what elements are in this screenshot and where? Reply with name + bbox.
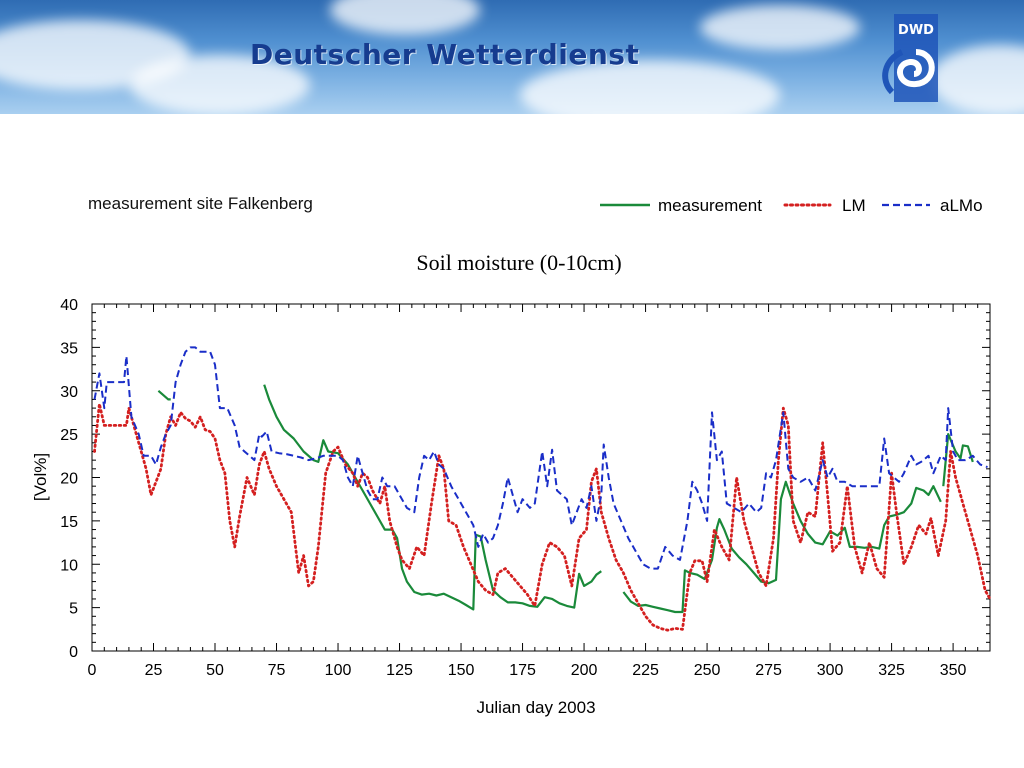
y-tick-label: 5 <box>69 601 78 618</box>
plot-area: 0 25 50 75 100 125 150 175 200 225 250 275 300 325 350… <box>60 297 992 679</box>
y-tick-label: 25 <box>60 427 78 444</box>
y-tick-label: 20 <box>60 471 78 488</box>
series-line-LM <box>93 402 992 632</box>
x-axis-title: Julian day 2003 <box>476 698 595 717</box>
series-line-aLMo <box>93 346 988 570</box>
x-tick-label: 50 <box>206 662 224 679</box>
series-line-measurement <box>263 384 602 611</box>
x-tick-label: 200 <box>571 662 598 679</box>
y-tick-label: 15 <box>60 514 78 531</box>
y-tick-label: 30 <box>60 384 78 401</box>
x-tick-label: 0 <box>88 662 97 679</box>
series-line-measurement <box>622 480 942 614</box>
x-tick-label: 250 <box>694 662 721 679</box>
x-tick-label: 125 <box>386 662 413 679</box>
y-tick-label: 0 <box>69 644 78 661</box>
x-tick-label: 100 <box>325 662 352 679</box>
legend-label-LM: LM <box>842 196 866 215</box>
series-line-measurement <box>942 433 974 487</box>
soil-moisture-chart: measurement LM aLMo Soil moisture (0-10c… <box>31 196 992 717</box>
series-line-measurement <box>157 389 171 401</box>
y-tick-label: 40 <box>60 297 78 314</box>
site-label: measurement site Falkenberg <box>88 194 313 213</box>
dwd-logo-icon: DWD <box>882 14 938 102</box>
y-tick-label: 35 <box>60 340 78 357</box>
chart-title: Soil moisture (0-10cm) <box>416 250 621 275</box>
x-tick-label: 175 <box>509 662 536 679</box>
y-axis-title: [Vol%] <box>31 453 50 501</box>
x-tick-label: 25 <box>145 662 163 679</box>
dwd-banner: Deutscher Wetterdienst DWD <box>0 0 1024 114</box>
x-tick-label: 150 <box>448 662 475 679</box>
chart-legend: measurement LM aLMo <box>600 196 983 215</box>
legend-label-measurement: measurement <box>658 196 762 215</box>
x-tick-label: 325 <box>878 662 905 679</box>
x-tick-label: 350 <box>940 662 967 679</box>
x-tick-label: 300 <box>817 662 844 679</box>
legend-label-aLMo: aLMo <box>940 196 983 215</box>
banner-title: Deutscher Wetterdienst <box>250 38 640 71</box>
y-tick-label: 10 <box>60 557 78 574</box>
logo-text: DWD <box>898 23 934 38</box>
x-tick-label: 75 <box>268 662 286 679</box>
x-tick-label: 275 <box>755 662 782 679</box>
x-tick-label: 225 <box>632 662 659 679</box>
